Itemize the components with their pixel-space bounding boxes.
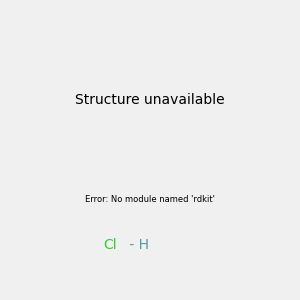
- Text: Cl: Cl: [103, 238, 117, 252]
- Text: - H: - H: [125, 238, 149, 252]
- Text: Structure unavailable: Structure unavailable: [75, 93, 225, 107]
- Text: Error: No module named 'rdkit': Error: No module named 'rdkit': [85, 196, 215, 205]
